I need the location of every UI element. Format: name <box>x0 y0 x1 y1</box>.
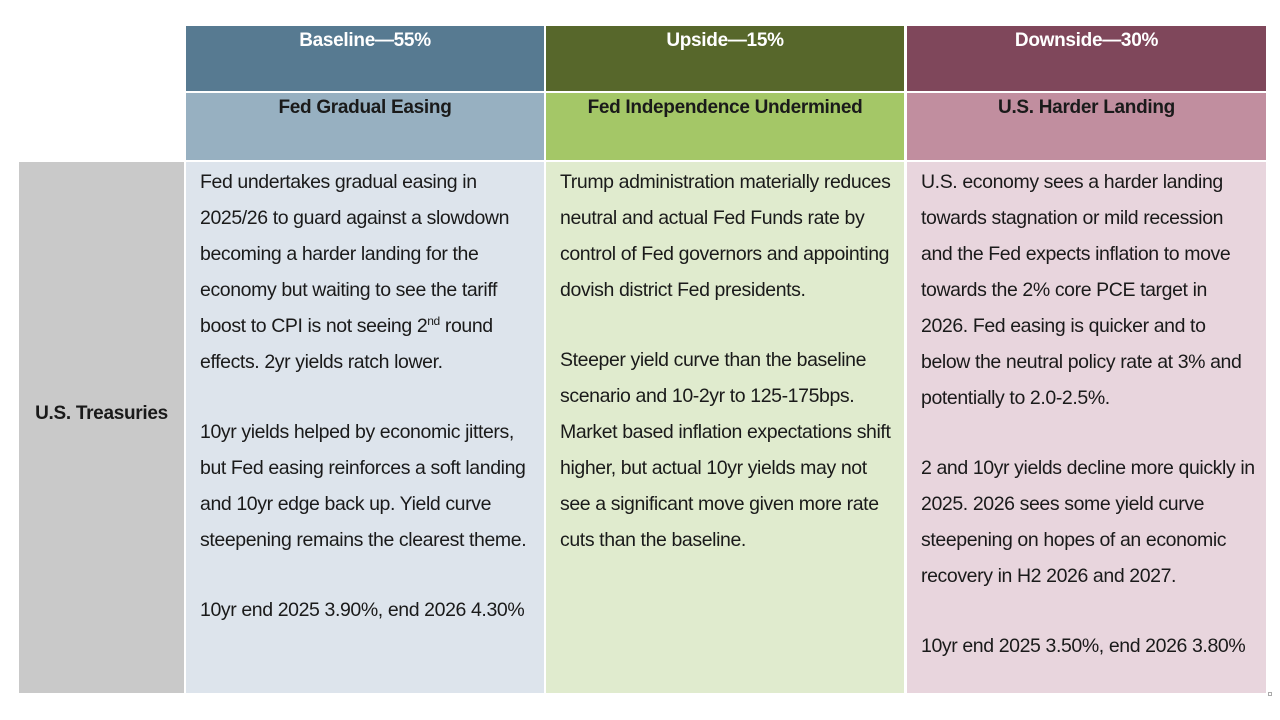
row-label-text: U.S. Treasuries <box>35 402 168 424</box>
downside-paragraph-2: 2 and 10yr yields decline more quickly i… <box>921 457 1255 587</box>
baseline-paragraph-2: 10yr yields helped by economic jitters, … <box>200 421 527 551</box>
upside-scenario-header: Upside—15% <box>546 26 904 91</box>
baseline-paragraph-1: Fed undertakes gradual easing in 2025/26… <box>200 164 534 380</box>
downside-forecast: 10yr end 2025 3.50%, end 2026 3.80% <box>921 635 1246 657</box>
upside-body-cell: Trump administration materially reduces … <box>546 162 904 693</box>
downside-paragraph-1: U.S. economy sees a harder landing towar… <box>921 171 1242 409</box>
upside-scenario-title: Fed Independence Undermined <box>546 93 904 160</box>
downside-scenario-title: U.S. Harder Landing <box>907 93 1266 160</box>
baseline-paragraph-1-text: Fed undertakes gradual easing in 2025/26… <box>200 171 510 337</box>
downside-scenario-header: Downside—30% <box>907 26 1266 91</box>
row-label-us-treasuries: U.S. Treasuries <box>19 162 184 693</box>
baseline-scenario-header: Baseline—55% <box>186 26 544 91</box>
upside-paragraph-1: Trump administration materially reduces … <box>560 171 891 301</box>
downside-body-cell: U.S. economy sees a harder landing towar… <box>907 162 1266 693</box>
baseline-forecast: 10yr end 2025 3.90%, end 2026 4.30% <box>200 599 525 621</box>
baseline-paragraph-1-tail: round effects. 2yr yields ratch lower. <box>200 315 493 373</box>
baseline-scenario-title: Fed Gradual Easing <box>186 93 544 160</box>
ordinal-superscript: nd <box>427 314 440 328</box>
slide-corner-marker <box>1268 692 1272 696</box>
upside-paragraph-2: Steeper yield curve than the baseline sc… <box>560 349 891 551</box>
baseline-body-cell: Fed undertakes gradual easing in 2025/26… <box>186 162 544 693</box>
